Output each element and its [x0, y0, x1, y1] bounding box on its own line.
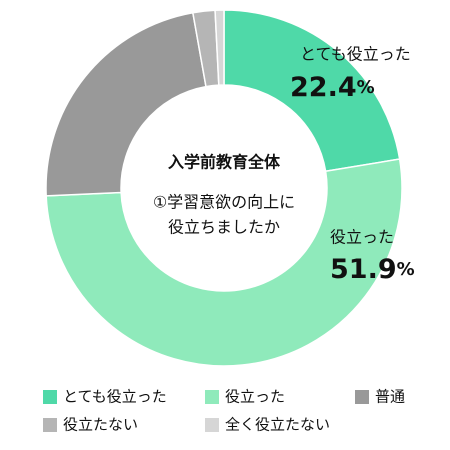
slice-label: 役立った	[330, 228, 394, 247]
legend-swatch	[205, 418, 219, 432]
legend-swatch	[205, 390, 219, 404]
legend-label: 役立たない	[63, 416, 138, 434]
legend-swatch	[355, 390, 369, 404]
legend-label: 普通	[375, 388, 405, 406]
donut-segment	[45, 11, 207, 197]
legend-swatch	[43, 418, 57, 432]
center-subtitle: ①学習意欲の向上に	[153, 193, 295, 212]
legend-label: 役立った	[225, 388, 285, 406]
donut-segment	[214, 9, 225, 86]
center-title: 入学前教育全体	[168, 153, 281, 172]
legend-label: 全く役立たない	[225, 416, 330, 434]
donut-segment	[223, 9, 401, 173]
slice-value: 22.4%	[290, 72, 375, 103]
slice-value: 51.9%	[330, 254, 415, 285]
legend-label: とても役立った	[63, 388, 167, 406]
legend-swatch	[43, 390, 57, 404]
slice-label: とても役立った	[300, 45, 411, 64]
center-subtitle: 役立ちましたか	[168, 218, 280, 237]
donut-segment	[45, 158, 403, 367]
